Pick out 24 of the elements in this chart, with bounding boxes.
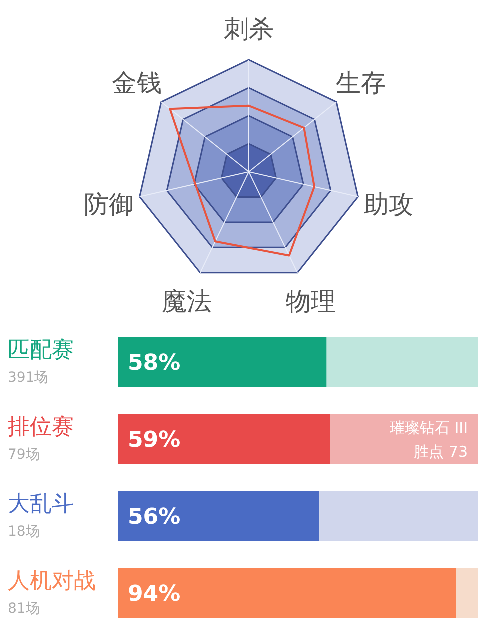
bar — [320, 491, 478, 541]
spoke-label: 金钱 — [112, 68, 162, 98]
bar — [118, 568, 456, 618]
category-label: 人机对战 81场 — [8, 569, 96, 617]
bar — [330, 414, 478, 464]
data-label: 56% — [128, 505, 181, 530]
data-label: 58% — [128, 351, 181, 376]
data-label: 94% — [128, 582, 181, 607]
data-label: 59% — [128, 428, 181, 453]
category-label: 排位赛 79场 — [8, 415, 74, 463]
spoke-label: 物理 — [286, 287, 336, 316]
spoke-label: 防御 — [84, 190, 134, 219]
category-label: 大乱斗 18场 — [8, 492, 74, 540]
spoke-label: 生存 — [336, 68, 386, 98]
bar — [456, 568, 478, 618]
annotation: 璀璨钻石 III 胜点 73 — [390, 419, 468, 461]
bar — [118, 491, 320, 541]
spoke-label: 助攻 — [364, 190, 414, 219]
bar — [326, 337, 478, 387]
bar — [118, 414, 330, 464]
category-label: 匹配赛 391场 — [8, 338, 74, 386]
spoke-label: 刺杀 — [224, 14, 274, 44]
spoke-label: 魔法 — [162, 287, 212, 316]
bar — [118, 337, 327, 387]
